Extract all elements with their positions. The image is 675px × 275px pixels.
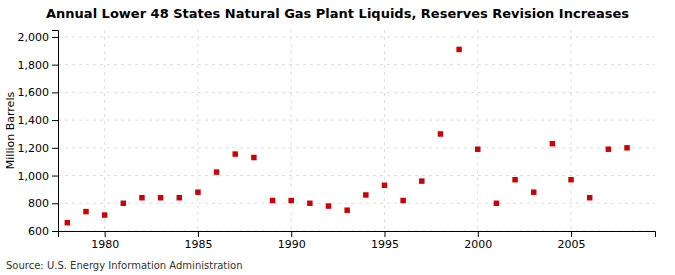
point <box>326 203 331 208</box>
grid-line <box>58 203 655 204</box>
point <box>83 209 88 214</box>
point <box>158 195 163 200</box>
point <box>531 189 536 194</box>
chart: 1980 1985 1990 1995 2000 2005 600 800 1,000 1,200… <box>0 0 675 275</box>
tick-mark <box>52 148 58 149</box>
grid-line <box>58 64 655 65</box>
point <box>288 198 293 203</box>
tick-mark <box>52 176 58 177</box>
tick-mark <box>105 231 106 237</box>
annotation: Source: U.S. Energy Information Administ… <box>6 260 243 271</box>
point <box>232 151 237 156</box>
point <box>568 177 573 182</box>
tick: 2,000 <box>18 31 59 44</box>
point <box>195 189 200 194</box>
tick-label: 1985 <box>184 238 212 251</box>
grid-line <box>58 175 655 176</box>
tick-label: 1,600 <box>18 86 50 99</box>
point <box>512 177 517 182</box>
point <box>494 201 499 206</box>
point <box>121 201 126 206</box>
tick: 1,600 <box>18 86 59 99</box>
point <box>550 141 555 146</box>
grid-line <box>197 30 198 231</box>
tick-mark <box>291 231 292 237</box>
point <box>382 183 387 188</box>
grid-line <box>104 30 105 231</box>
tick-mark <box>52 37 58 38</box>
tick: 1,200 <box>18 142 59 155</box>
point <box>400 198 405 203</box>
axis-line <box>59 232 656 238</box>
grid-line <box>58 120 655 121</box>
point <box>270 198 275 203</box>
tick: 1,800 <box>18 59 59 72</box>
tick-label: 800 <box>28 197 49 210</box>
point <box>363 192 368 197</box>
tick: 1,400 <box>18 114 59 127</box>
tick-mark <box>52 65 58 66</box>
tick-label: 1,400 <box>18 114 50 127</box>
title: Annual Lower 48 States Natural Gas Plant… <box>46 6 629 21</box>
tick: 1985 <box>184 231 212 251</box>
tick: 1995 <box>371 231 399 251</box>
tick: 1990 <box>278 231 306 251</box>
axis-line <box>52 31 59 232</box>
tick-mark <box>52 92 58 93</box>
grid-line <box>58 92 655 93</box>
tick: 1,000 <box>18 170 59 183</box>
y-axis-title: Million Barrels <box>4 92 17 170</box>
grid-line <box>571 30 572 231</box>
tick: 1980 <box>91 231 119 251</box>
point <box>139 195 144 200</box>
point <box>177 195 182 200</box>
point <box>214 169 219 174</box>
tick-label: 600 <box>28 225 49 238</box>
point <box>475 146 480 151</box>
tick-label: 1,800 <box>18 59 50 72</box>
tick-label: 1995 <box>371 238 399 251</box>
tick-label: 2005 <box>558 238 586 251</box>
tick-label: 1,200 <box>18 142 50 155</box>
tick-label: 1,000 <box>18 170 50 183</box>
point <box>606 146 611 151</box>
tick: 600 <box>28 225 58 238</box>
y-axis: 600 800 1,000 1,200 1,400 1,600 1,800 2,000 <box>18 31 59 239</box>
grid-line <box>58 36 655 37</box>
point <box>456 47 461 52</box>
grid-line <box>477 30 478 231</box>
point <box>624 145 629 150</box>
tick-label: 1980 <box>91 238 119 251</box>
tick: 2005 <box>558 231 586 251</box>
x-axis: 1980 1985 1990 1995 2000 2005 <box>59 231 656 251</box>
plot-area: 1980 1985 1990 1995 2000 2005 600 800 1,000 1,200… <box>18 30 656 251</box>
tick-mark <box>384 231 385 237</box>
tick-label: 2,000 <box>18 31 50 44</box>
tick: 2000 <box>464 231 492 251</box>
tick: 800 <box>28 197 58 210</box>
grid-line <box>58 147 655 148</box>
point <box>307 201 312 206</box>
tick-mark <box>198 231 199 237</box>
tick-mark <box>52 120 58 121</box>
tick-label: 2000 <box>464 238 492 251</box>
tick-mark <box>52 231 58 232</box>
point <box>438 131 443 136</box>
point <box>344 207 349 212</box>
point <box>65 220 70 225</box>
points <box>65 47 630 226</box>
tick-label: 1990 <box>278 238 306 251</box>
grid-line <box>384 30 385 231</box>
tick-mark <box>478 231 479 237</box>
grid <box>58 30 655 231</box>
tick-mark <box>52 203 58 204</box>
point <box>102 212 107 217</box>
point <box>251 155 256 160</box>
tick-mark <box>571 231 572 237</box>
point <box>587 195 592 200</box>
point <box>419 178 424 183</box>
